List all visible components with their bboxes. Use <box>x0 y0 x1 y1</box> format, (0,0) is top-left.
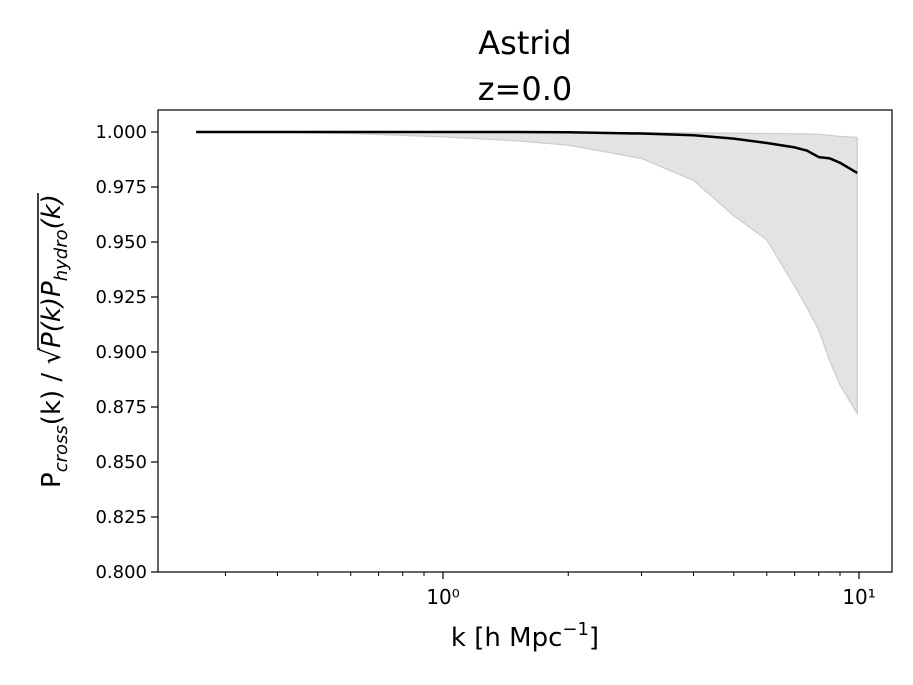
y-label-part: (k) <box>37 194 67 229</box>
y-tick-label: 0.950 <box>95 232 147 253</box>
chart-title: Astrid <box>478 24 571 62</box>
plot-frame <box>157 109 893 573</box>
x-label-text: k [h Mpc <box>451 623 562 653</box>
x-tick-label: 10¹ <box>842 585 875 609</box>
x-tick-label: 10⁰ <box>426 585 459 609</box>
y-label-part: P(k)P <box>37 281 67 348</box>
y-label-sub: cross <box>51 425 72 472</box>
y-tick-label: 0.975 <box>95 177 147 198</box>
y-label-part: (k) / √ <box>37 348 67 426</box>
series-line <box>196 130 858 174</box>
band <box>196 131 858 416</box>
y-tick-label: 0.800 <box>95 562 147 583</box>
y-label-text: Pcross(k) / √P(k)Phydro(k) <box>37 194 72 488</box>
y-tick-label: 1.000 <box>95 122 147 143</box>
x-axis-label: k [h Mpc−1] <box>451 619 599 653</box>
y-tick-label: 0.925 <box>95 287 147 308</box>
chart-subtitle: z=0.0 <box>478 70 573 108</box>
y-label-sub: hydro <box>51 229 72 281</box>
x-label-sup: −1 <box>562 619 589 640</box>
y-tick-label: 0.875 <box>95 397 147 418</box>
y-label-part: P <box>37 472 67 488</box>
y-tick-label: 0.850 <box>95 452 147 473</box>
y-tick-label: 0.825 <box>95 507 147 528</box>
y-tick-label: 0.900 <box>95 342 147 363</box>
x-label-text: ] <box>589 623 599 653</box>
y-axis-label: Pcross(k) / √P(k)Phydro(k) <box>37 193 72 488</box>
